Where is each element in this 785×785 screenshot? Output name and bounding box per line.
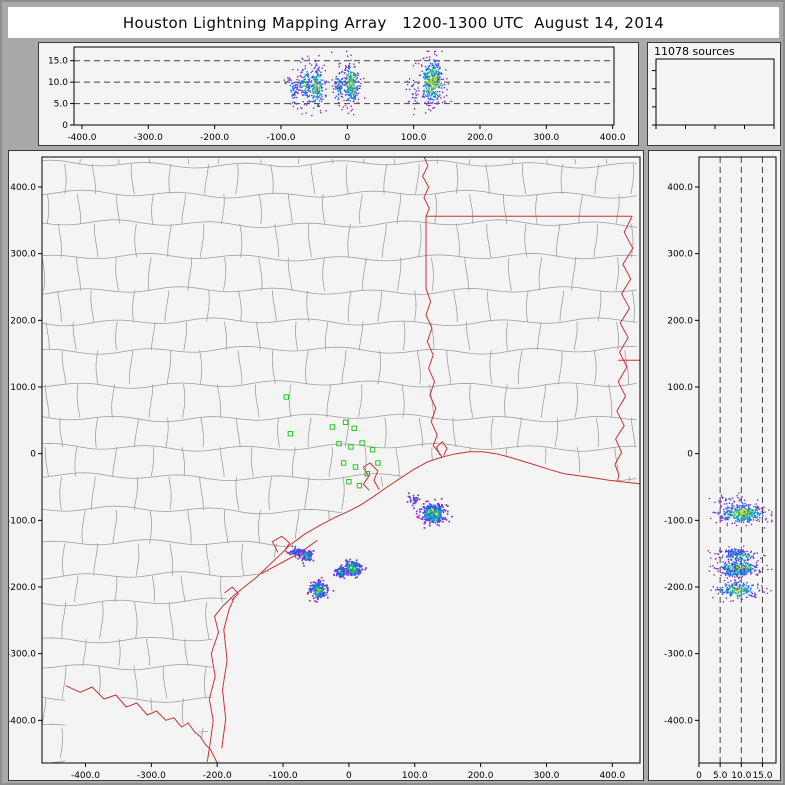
plot-frame — [73, 46, 615, 126]
svg-text:300.0: 300.0 — [534, 771, 560, 780]
plot-frame — [41, 156, 641, 764]
plot-frame — [655, 58, 775, 126]
svg-text:10.0: 10.0 — [731, 771, 751, 780]
svg-text:0: 0 — [687, 450, 693, 460]
lightning-sources-alt-ns — [707, 492, 773, 603]
county-lines — [42, 159, 637, 763]
svg-text:400.0: 400.0 — [600, 133, 626, 143]
altitude-histogram-chart — [652, 58, 775, 129]
svg-text:-200.0: -200.0 — [203, 771, 232, 780]
svg-text:300.0: 300.0 — [533, 133, 559, 143]
svg-text:-200.0: -200.0 — [9, 583, 36, 593]
svg-text:0: 0 — [30, 450, 36, 460]
svg-text:400.0: 400.0 — [599, 771, 625, 780]
svg-text:100.0: 100.0 — [667, 383, 693, 393]
svg-text:-400.0: -400.0 — [664, 716, 693, 726]
svg-text:-300.0: -300.0 — [134, 133, 163, 143]
svg-text:200.0: 200.0 — [10, 316, 36, 326]
svg-text:-300.0: -300.0 — [137, 771, 166, 780]
svg-text:0: 0 — [344, 133, 350, 143]
altitude-vs-eastwest-chart: -400.0 -300.0 -200.0 -100.0 0 100.0 200.0 300.0… — [48, 46, 626, 143]
svg-text:-100.0: -100.0 — [664, 516, 693, 526]
svg-text:0: 0 — [62, 121, 68, 131]
lightning-sources-alt-ew — [283, 50, 452, 117]
svg-text:200.0: 200.0 — [468, 771, 494, 780]
svg-text:-300.0: -300.0 — [9, 650, 36, 660]
svg-text:-400.0: -400.0 — [67, 133, 96, 143]
svg-text:-200.0: -200.0 — [200, 133, 229, 143]
svg-text:-100.0: -100.0 — [266, 133, 295, 143]
plan-view-map-panel: -400.0 -400.0 -300.0 -300.0 -200.0 -200.0 -100… — [8, 150, 644, 781]
state-borders-and-coastline — [65, 157, 640, 763]
map-geography — [42, 157, 640, 763]
source-count-label: 11078 sources — [654, 45, 735, 58]
svg-text:5.0: 5.0 — [713, 771, 728, 780]
svg-text:0: 0 — [346, 771, 352, 780]
plot-title: Houston Lightning Mapping Array 1200-130… — [8, 7, 779, 38]
svg-text:15.0: 15.0 — [752, 771, 772, 780]
altitude-vs-eastwest-panel: -400.0 -300.0 -200.0 -100.0 0 100.0 200.0 300.0… — [38, 42, 639, 146]
svg-text:100.0: 100.0 — [401, 133, 427, 143]
lma-station-markers — [283, 394, 381, 489]
svg-text:400.0: 400.0 — [667, 183, 693, 193]
svg-text:-100.0: -100.0 — [9, 516, 36, 526]
svg-text:100.0: 100.0 — [10, 383, 36, 393]
altitude-vs-northsouth-chart: 0 5.0 10.0 15.0 -400.0 -300.0 -200.0 -100.0 0 100… — [664, 156, 777, 780]
svg-text:5.0: 5.0 — [54, 100, 69, 110]
svg-text:100.0: 100.0 — [402, 771, 428, 780]
svg-text:-400.0: -400.0 — [9, 716, 36, 726]
svg-text:-400.0: -400.0 — [71, 771, 100, 780]
svg-text:300.0: 300.0 — [10, 250, 36, 260]
svg-text:-100.0: -100.0 — [269, 771, 298, 780]
altitude-vs-northsouth-panel: 0 5.0 10.0 15.0 -400.0 -300.0 -200.0 -100.0 0 100… — [648, 150, 781, 781]
svg-text:0: 0 — [696, 771, 702, 780]
svg-text:-200.0: -200.0 — [664, 583, 693, 593]
plan-view-map-chart: -400.0 -400.0 -300.0 -300.0 -200.0 -200.0 -100… — [9, 156, 641, 780]
svg-text:-300.0: -300.0 — [664, 650, 693, 660]
svg-text:10.0: 10.0 — [48, 78, 68, 88]
source-count-panel: 11078 sources — [647, 42, 781, 146]
plot-frame — [698, 156, 777, 764]
svg-text:200.0: 200.0 — [667, 316, 693, 326]
lightning-sources-plan — [285, 492, 453, 603]
county-lines — [42, 159, 636, 759]
svg-text:15.0: 15.0 — [48, 57, 68, 67]
svg-text:200.0: 200.0 — [467, 133, 493, 143]
svg-text:400.0: 400.0 — [10, 183, 36, 193]
svg-text:300.0: 300.0 — [667, 250, 693, 260]
